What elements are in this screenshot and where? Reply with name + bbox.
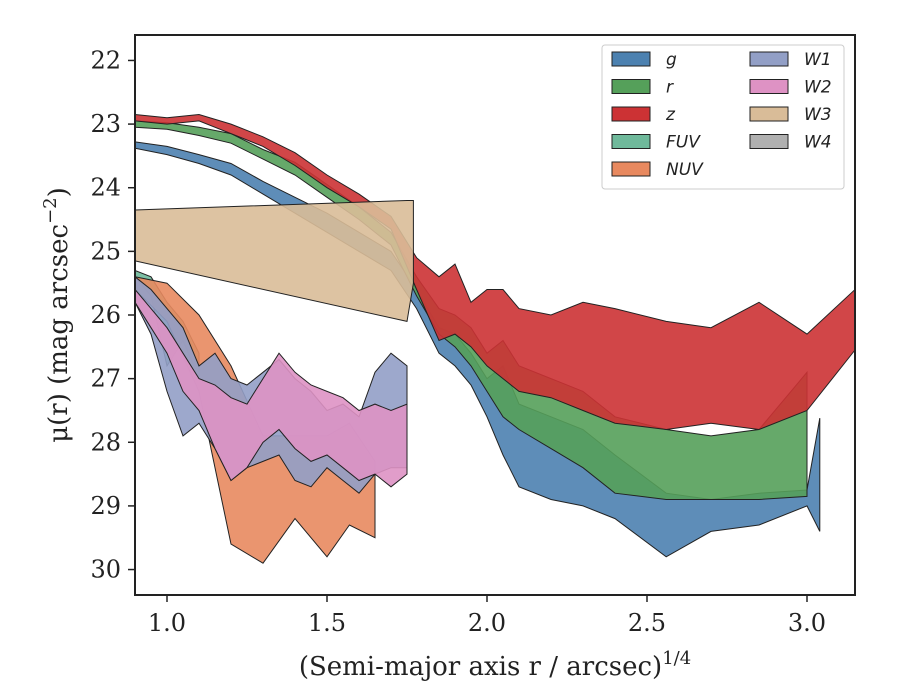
y-axis: 22 23 24 25 26 27 28 29 30 bbox=[90, 46, 135, 584]
legend-label-g: g bbox=[666, 50, 677, 70]
y-tick-label: 24 bbox=[90, 174, 121, 202]
y-axis-label-close: ) bbox=[44, 187, 74, 197]
legend-label-z: z bbox=[665, 105, 676, 125]
x-axis-label: (Semi-major axis r / arcsec)1/4 bbox=[299, 648, 691, 682]
x-tick-label: 1.0 bbox=[148, 609, 186, 637]
legend-swatch-w2 bbox=[749, 79, 789, 94]
y-axis-label-exponent: −2 bbox=[40, 197, 61, 224]
legend-swatch-r bbox=[611, 79, 651, 94]
x-axis-label-text: (Semi-major axis r / arcsec) bbox=[299, 652, 662, 682]
y-tick-label: 28 bbox=[90, 428, 121, 456]
y-tick-label: 27 bbox=[90, 365, 121, 393]
y-tick-label: 29 bbox=[90, 492, 121, 520]
y-tick-label: 22 bbox=[90, 46, 121, 74]
legend-swatch-g bbox=[611, 51, 651, 67]
legend-label-w3: W3 bbox=[804, 105, 832, 125]
legend-swatch-w1 bbox=[749, 51, 789, 67]
legend-label-r: r bbox=[666, 78, 674, 98]
y-tick-label: 26 bbox=[90, 301, 121, 329]
legend-label-fuv: FUV bbox=[666, 133, 701, 153]
legend-swatch-w3 bbox=[749, 106, 789, 122]
series-band-w2 bbox=[135, 288, 408, 488]
series-layer bbox=[135, 113, 855, 564]
legend-swatch-w4 bbox=[749, 134, 789, 149]
y-axis-label-text: μ(r) (mag arcsec bbox=[44, 224, 74, 443]
y-tick-label: 23 bbox=[90, 110, 121, 138]
x-tick-label: 3.0 bbox=[788, 609, 826, 637]
x-axis: 1.0 1.5 2.0 2.5 3.0 bbox=[148, 595, 826, 637]
y-axis-label: μ(r) (mag arcsec−2) bbox=[40, 187, 74, 443]
legend-label-w2: W2 bbox=[804, 78, 832, 98]
legend-swatch-fuv bbox=[611, 134, 651, 149]
x-axis-label-exponent: 1/4 bbox=[662, 648, 691, 669]
legend-swatch-z bbox=[611, 106, 651, 122]
x-tick-label: 2.0 bbox=[468, 609, 506, 637]
y-tick-label: 30 bbox=[90, 556, 121, 584]
legend-swatch-nuv bbox=[611, 161, 651, 177]
series-band-w3 bbox=[135, 200, 414, 323]
legend-label-w1: W1 bbox=[804, 50, 832, 70]
legend: grz FUV NUV W1 W2 W3 W4 bbox=[601, 44, 845, 190]
legend-label-w4: W4 bbox=[804, 133, 832, 153]
x-tick-label: 2.5 bbox=[628, 609, 666, 637]
x-tick-label: 1.5 bbox=[308, 609, 346, 637]
y-tick-label: 25 bbox=[90, 237, 121, 265]
legend-label-nuv: NUV bbox=[666, 160, 704, 180]
